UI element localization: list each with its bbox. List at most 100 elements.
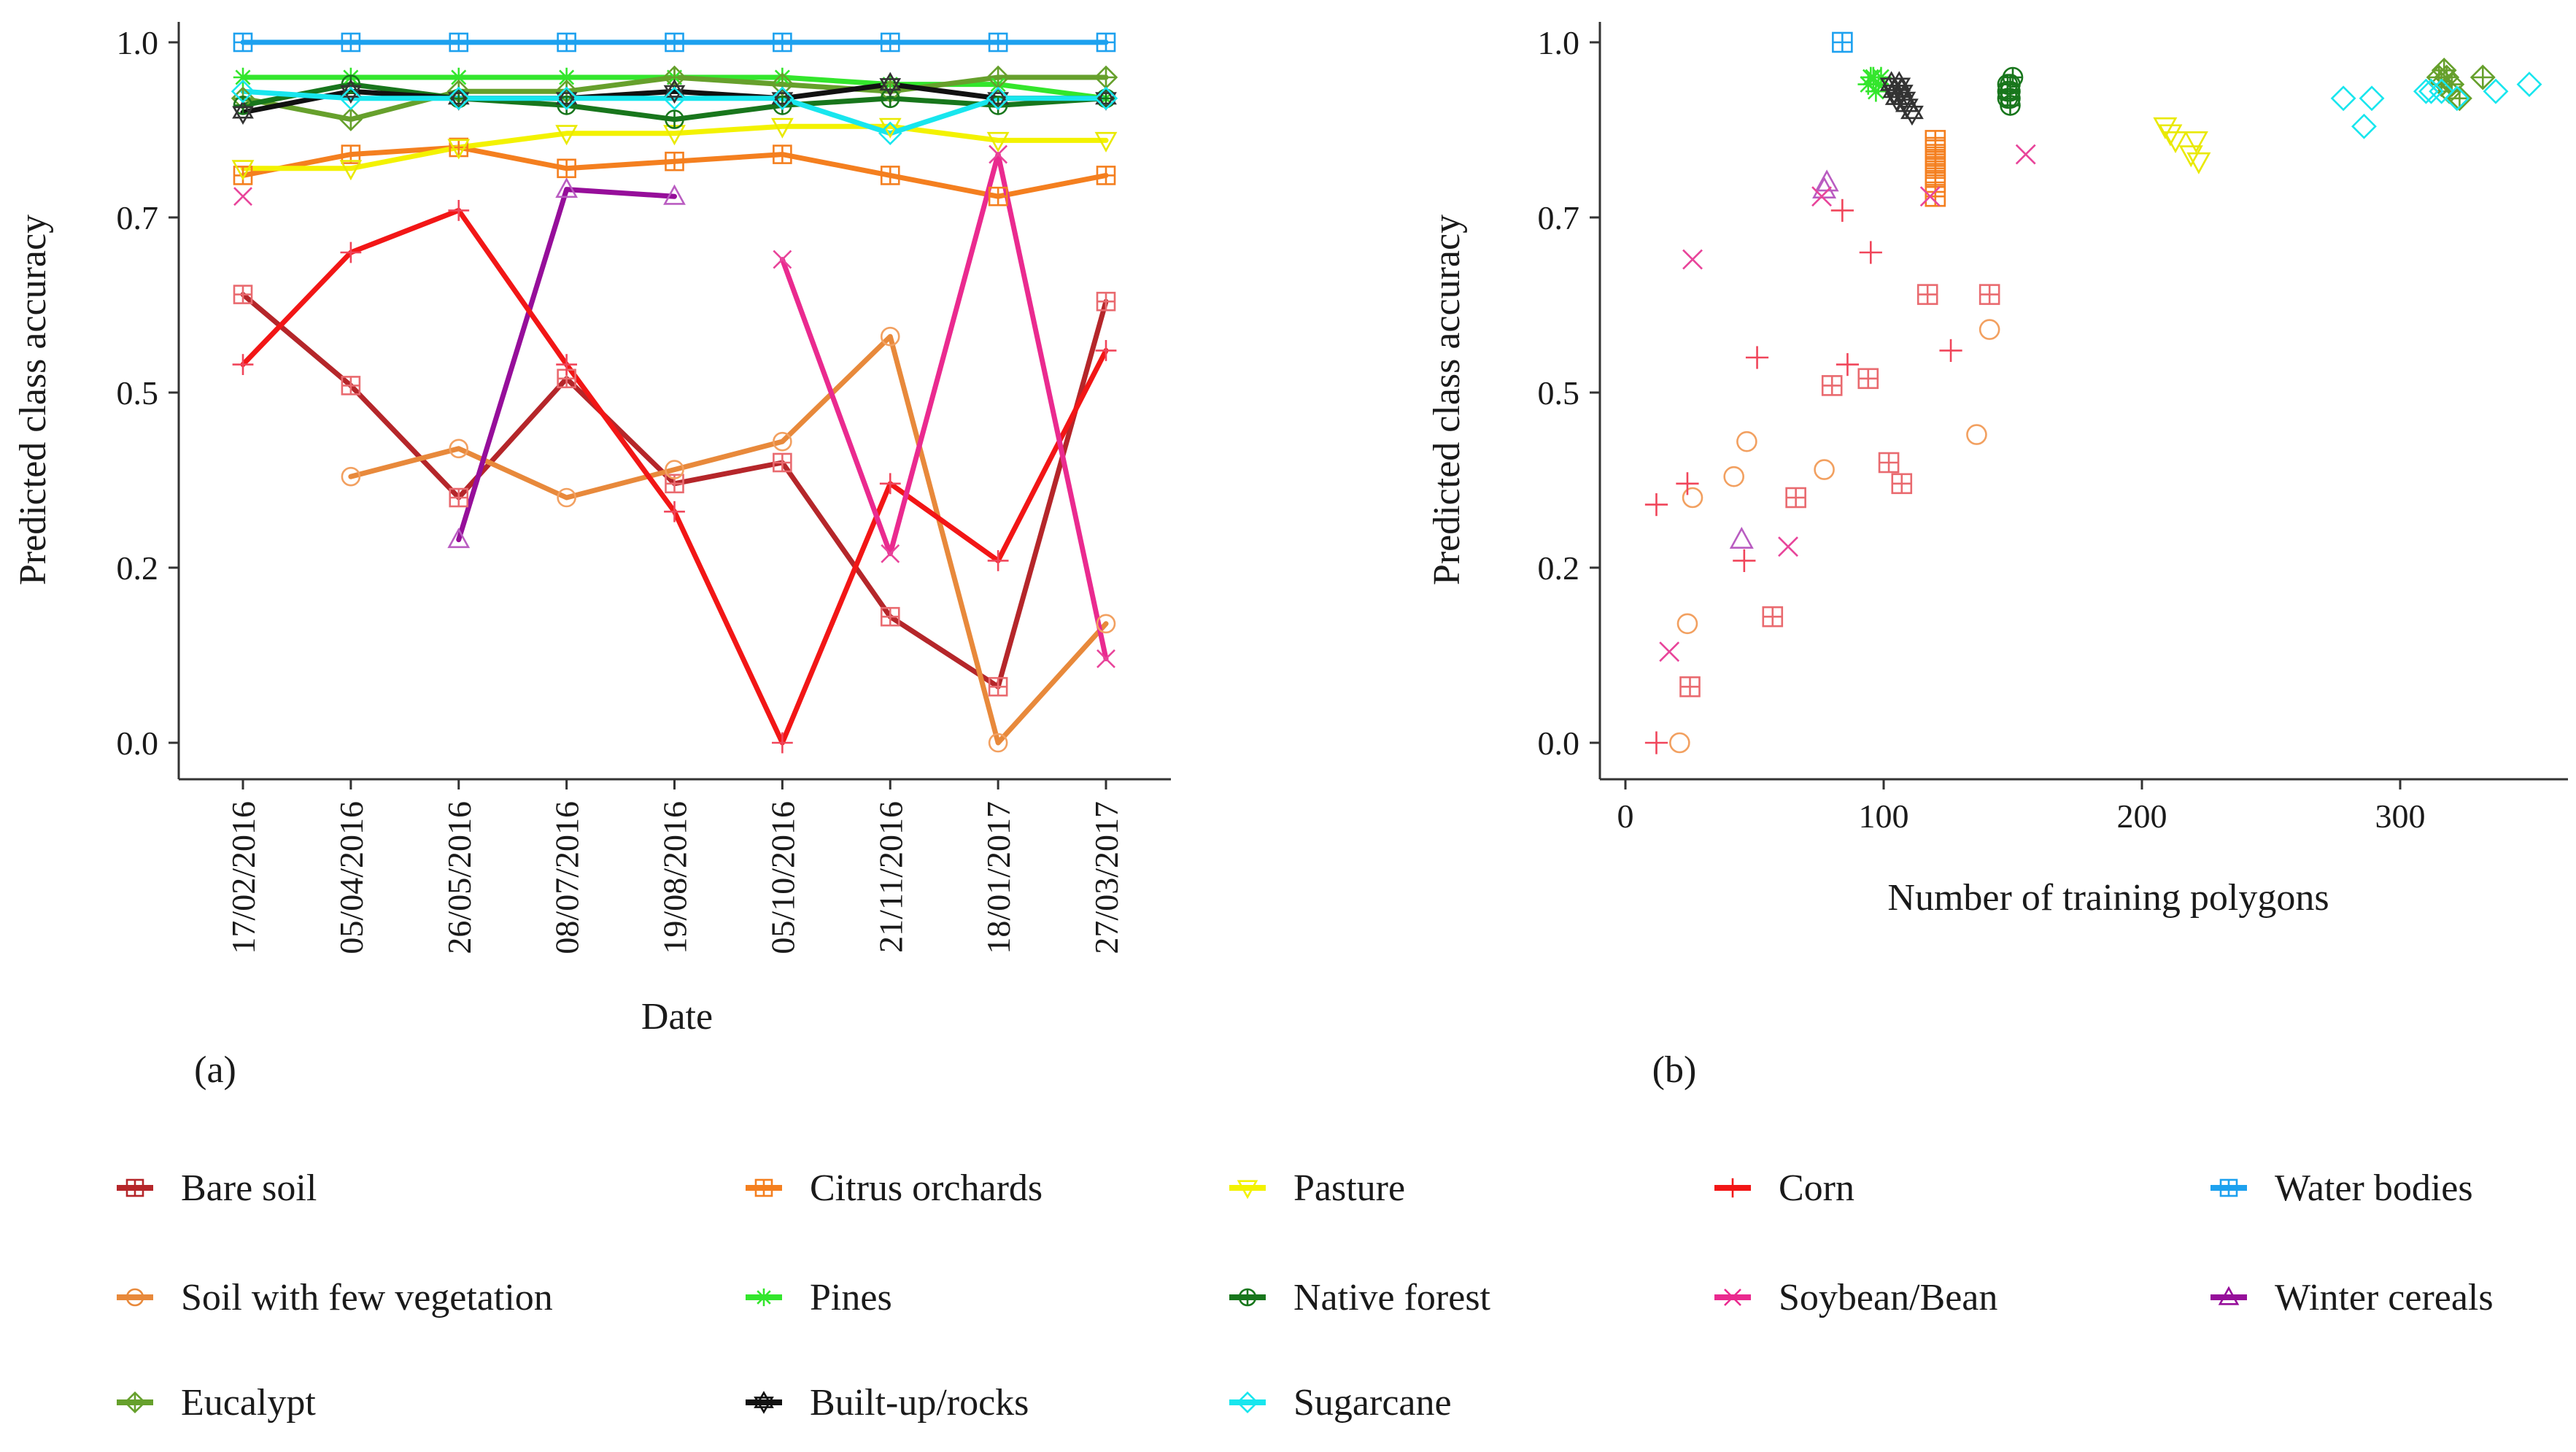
point-soil-with-few-vegetation	[341, 466, 361, 487]
point-citrus-orchards	[880, 166, 900, 185]
point-corn	[448, 200, 470, 221]
legend-item-soil-with-few-vegetation: Soil with few vegetation	[117, 1277, 553, 1318]
series-line-sugarcane	[240, 88, 1109, 136]
legend-label: Citrus orchards	[810, 1167, 1043, 1209]
point-corn	[1676, 472, 1699, 495]
point-soil-with-few-vegetation	[1979, 319, 2000, 340]
point-built-up-rocks	[1900, 99, 1924, 126]
panel-a-x-tick-label: 18/01/2017	[980, 801, 1017, 954]
point-soil-with-few-vegetation	[1669, 732, 1690, 754]
point-soybean-bean	[773, 250, 792, 269]
point-soybean-bean	[2015, 144, 2036, 165]
panel-b-scatter-chart: 0.0 0.2 0.5 0.7 1.0 0 100 200 300 Predicted cla…	[1426, 22, 2568, 1091]
point-soil-with-few-vegetation	[988, 733, 1008, 753]
legend-marker-pines	[754, 1288, 773, 1307]
point-citrus-orchards	[1925, 130, 1946, 151]
point-pasture	[339, 160, 363, 181]
panel-b-axes	[1598, 22, 2568, 781]
point-sugarcane	[2429, 78, 2455, 104]
point-water-bodies	[557, 32, 576, 53]
point-soil-with-few-vegetation	[1814, 459, 1835, 480]
legend-marker-winter-cereals	[2218, 1286, 2240, 1305]
point-bare-soil	[1857, 368, 1879, 390]
panel-a-x-tick-label: 21/11/2016	[872, 801, 909, 953]
point-soil-with-few-vegetation	[449, 439, 469, 459]
panel-b-x-tick-label: 0	[1617, 798, 1634, 835]
point-bare-soil	[233, 285, 253, 304]
point-soybean-bean	[1659, 641, 1680, 663]
point-winter-cereals	[555, 177, 579, 198]
point-citrus-orchards	[773, 144, 792, 164]
point-pasture	[447, 139, 471, 160]
legend-marker-soil-with-few-vegetation	[125, 1288, 144, 1307]
point-water-bodies	[1832, 31, 1853, 53]
legend-label: Winter cereals	[2275, 1277, 2494, 1318]
point-bare-soil	[880, 606, 900, 627]
legend: Bare soil Citrus orchards Pasture Corn Water…	[117, 1167, 2494, 1424]
panel-a-x-axis-label: Date	[641, 996, 713, 1038]
point-water-bodies	[1096, 32, 1116, 53]
legend-marker-bare-soil	[125, 1178, 144, 1197]
point-bare-soil	[1878, 452, 1900, 474]
legend-item-native-forest: Native forest	[1229, 1277, 1491, 1318]
legend-marker-built-up-rocks	[754, 1391, 774, 1414]
series-line-pasture	[240, 123, 1109, 171]
point-built-up-rocks	[232, 100, 254, 125]
point-water-bodies	[665, 32, 684, 53]
panel-b-y-tick-label: 0.7	[1538, 199, 1580, 236]
point-bare-soil	[1679, 676, 1701, 698]
point-sugarcane	[2444, 85, 2470, 112]
point-soybean-bean	[881, 544, 900, 563]
point-citrus-orchards	[665, 151, 684, 171]
point-built-up-rocks	[1892, 85, 1916, 112]
point-soil-with-few-vegetation	[665, 460, 684, 479]
point-corn	[556, 354, 578, 375]
point-soil-with-few-vegetation	[1723, 466, 1744, 487]
panel-b-x-axis-label: Number of training polygons	[1887, 877, 2329, 919]
point-eucalypt	[2469, 64, 2496, 90]
panel-b-y-tick-label: 1.0	[1538, 24, 1580, 61]
point-soil-with-few-vegetation	[880, 326, 900, 347]
point-native-forest	[341, 74, 361, 94]
point-native-forest	[988, 96, 1008, 115]
point-pines	[233, 67, 253, 88]
point-corn	[1830, 198, 1854, 222]
point-soil-with-few-vegetation	[557, 487, 576, 508]
point-water-bodies	[449, 32, 469, 53]
panel-b-scatter-points	[1644, 31, 2542, 754]
point-eucalypt	[339, 107, 363, 131]
point-citrus-orchards	[988, 186, 1008, 206]
panel-a-y-axis-label: Predicted class accuracy	[12, 215, 54, 585]
point-winter-cereals	[447, 528, 471, 549]
point-built-up-rocks	[1095, 85, 1117, 111]
panel-b-x-tick-label: 300	[2375, 798, 2426, 835]
series-line-built-up-rocks	[240, 82, 1109, 115]
legend-item-pasture: Pasture	[1229, 1167, 1405, 1209]
panel-a-x-tick-label: 05/04/2016	[333, 801, 370, 954]
legend-label: Built-up/rocks	[810, 1382, 1029, 1424]
point-soil-with-few-vegetation	[773, 431, 792, 452]
point-soil-with-few-vegetation	[1676, 613, 1698, 635]
point-bare-soil	[773, 452, 792, 473]
point-corn	[232, 354, 254, 375]
point-native-forest	[2002, 66, 2024, 88]
panel-a-y-tick-label: 0.0	[117, 725, 159, 762]
point-corn	[664, 501, 685, 522]
point-citrus-orchards	[557, 158, 576, 179]
point-corn	[1836, 353, 1860, 376]
panel-a-x-tick-label: 27/03/2017	[1088, 801, 1125, 954]
point-built-up-rocks	[879, 72, 902, 97]
point-bare-soil	[1916, 284, 1938, 305]
point-native-forest	[665, 109, 684, 129]
point-sugarcane	[2516, 72, 2542, 98]
panel-b-y-tick-label: 0.2	[1538, 549, 1580, 587]
point-corn	[879, 473, 901, 495]
legend-item-sugarcane: Sugarcane	[1229, 1382, 1452, 1424]
point-soybean-bean	[1682, 249, 1703, 270]
point-bare-soil	[1785, 487, 1806, 509]
legend-label: Pines	[810, 1277, 892, 1318]
point-pasture	[555, 125, 579, 146]
panel-b-y-ticks: 0.0 0.2 0.5 0.7 1.0	[1538, 24, 1600, 762]
